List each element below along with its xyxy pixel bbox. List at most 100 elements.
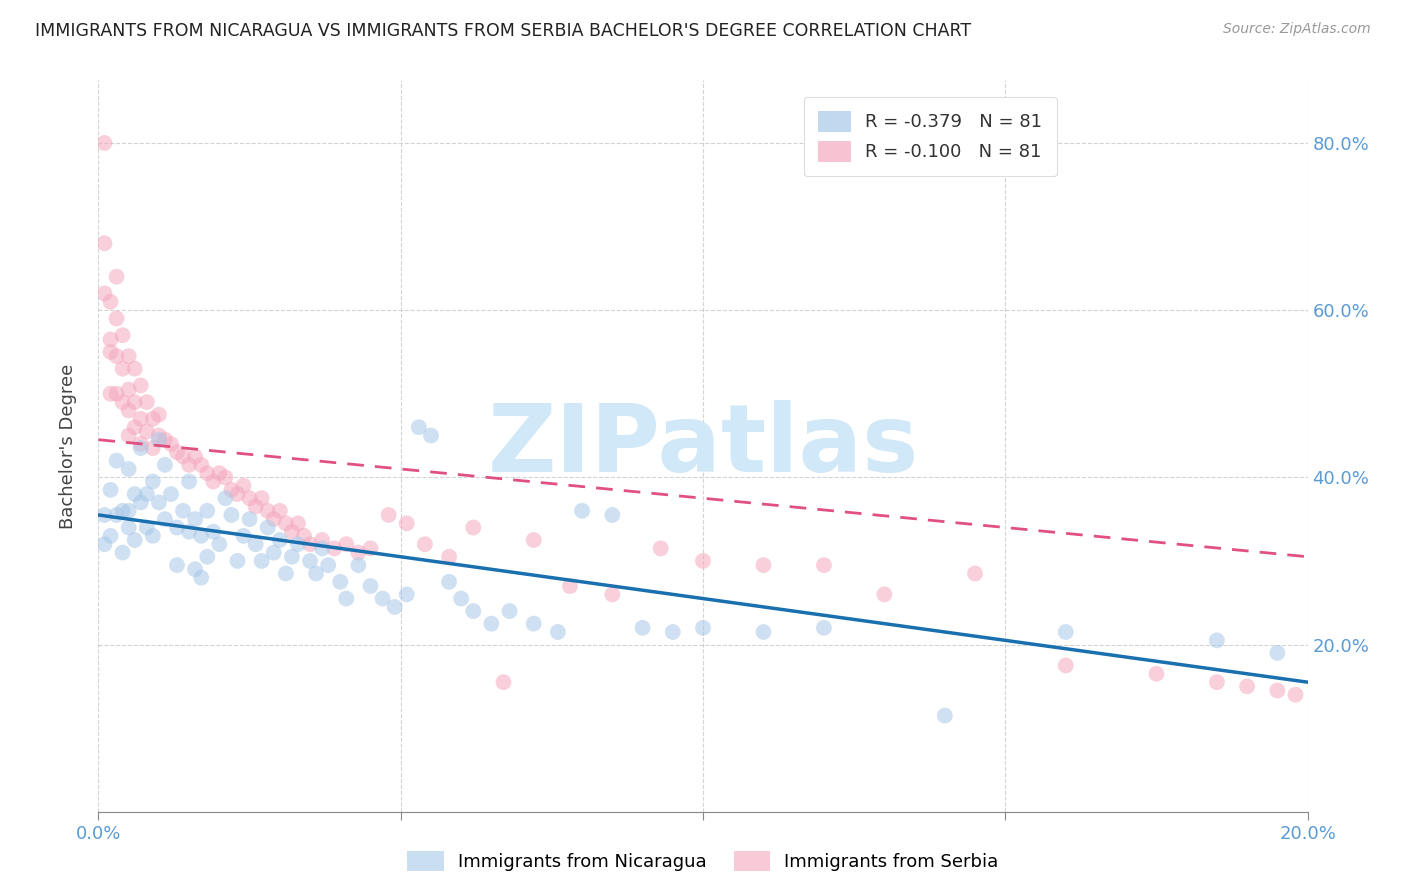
Point <box>813 621 835 635</box>
Point <box>179 475 201 489</box>
Point <box>437 549 460 564</box>
Point <box>184 562 207 576</box>
Point <box>179 524 201 539</box>
Point <box>1054 625 1077 640</box>
Point <box>274 566 297 581</box>
Point <box>239 491 262 506</box>
Point <box>179 458 201 472</box>
Point <box>135 425 157 439</box>
Point <box>93 508 115 522</box>
Point <box>100 529 122 543</box>
Point <box>93 537 115 551</box>
Point <box>408 420 430 434</box>
Point <box>118 383 141 397</box>
Point <box>1267 683 1289 698</box>
Point <box>202 475 225 489</box>
Point <box>437 574 460 589</box>
Point <box>124 420 146 434</box>
Point <box>226 554 249 568</box>
Point <box>118 403 141 417</box>
Point <box>492 675 515 690</box>
Point <box>111 504 134 518</box>
Point <box>571 504 593 518</box>
Point <box>135 487 157 501</box>
Text: IMMIGRANTS FROM NICARAGUA VS IMMIGRANTS FROM SERBIA BACHELOR'S DEGREE CORRELATIO: IMMIGRANTS FROM NICARAGUA VS IMMIGRANTS … <box>35 22 972 40</box>
Point <box>111 395 134 409</box>
Point <box>413 537 436 551</box>
Y-axis label: Bachelor's Degree: Bachelor's Degree <box>59 363 77 529</box>
Point <box>148 433 170 447</box>
Point <box>1054 658 1077 673</box>
Point <box>329 574 352 589</box>
Point <box>129 441 152 455</box>
Point <box>166 520 188 534</box>
Point <box>335 591 357 606</box>
Point <box>250 554 273 568</box>
Point <box>148 428 170 442</box>
Point <box>287 516 309 531</box>
Point <box>360 541 382 556</box>
Point <box>105 349 128 363</box>
Point <box>1236 679 1258 693</box>
Point <box>813 558 835 573</box>
Point <box>105 453 128 467</box>
Point <box>523 533 546 547</box>
Point <box>129 378 152 392</box>
Point <box>124 533 146 547</box>
Point <box>360 579 382 593</box>
Point <box>118 428 141 442</box>
Point <box>395 516 418 531</box>
Point <box>129 437 152 451</box>
Point <box>481 616 503 631</box>
Point <box>118 349 141 363</box>
Point <box>111 545 134 559</box>
Point <box>100 483 122 497</box>
Point <box>250 491 273 506</box>
Point <box>105 508 128 522</box>
Point <box>245 500 267 514</box>
Point <box>450 591 472 606</box>
Point <box>148 495 170 509</box>
Point <box>371 591 394 606</box>
Point <box>166 558 188 573</box>
Point <box>299 554 322 568</box>
Point <box>214 491 236 506</box>
Point <box>100 294 122 309</box>
Point <box>692 621 714 635</box>
Point <box>105 269 128 284</box>
Point <box>316 558 339 573</box>
Point <box>190 571 212 585</box>
Point <box>142 475 165 489</box>
Point <box>1267 646 1289 660</box>
Point <box>263 545 285 559</box>
Point <box>311 533 333 547</box>
Point <box>105 386 128 401</box>
Point <box>263 512 285 526</box>
Point <box>498 604 520 618</box>
Point <box>305 566 328 581</box>
Legend: Immigrants from Nicaragua, Immigrants from Serbia: Immigrants from Nicaragua, Immigrants fr… <box>401 844 1005 879</box>
Point <box>335 537 357 551</box>
Point <box>292 529 315 543</box>
Point <box>256 520 278 534</box>
Point <box>245 537 267 551</box>
Point <box>523 616 546 631</box>
Point <box>153 433 176 447</box>
Point <box>93 236 115 251</box>
Legend: R = -0.379   N = 81, R = -0.100   N = 81: R = -0.379 N = 81, R = -0.100 N = 81 <box>804 96 1057 177</box>
Point <box>184 450 207 464</box>
Point <box>239 512 262 526</box>
Point <box>221 483 243 497</box>
Point <box>395 587 418 601</box>
Point <box>752 558 775 573</box>
Point <box>142 441 165 455</box>
Point <box>281 549 304 564</box>
Point <box>299 537 322 551</box>
Point <box>661 625 683 640</box>
Point <box>135 395 157 409</box>
Point <box>1206 633 1229 648</box>
Point <box>311 541 333 556</box>
Point <box>190 529 212 543</box>
Point <box>232 479 254 493</box>
Point <box>1206 675 1229 690</box>
